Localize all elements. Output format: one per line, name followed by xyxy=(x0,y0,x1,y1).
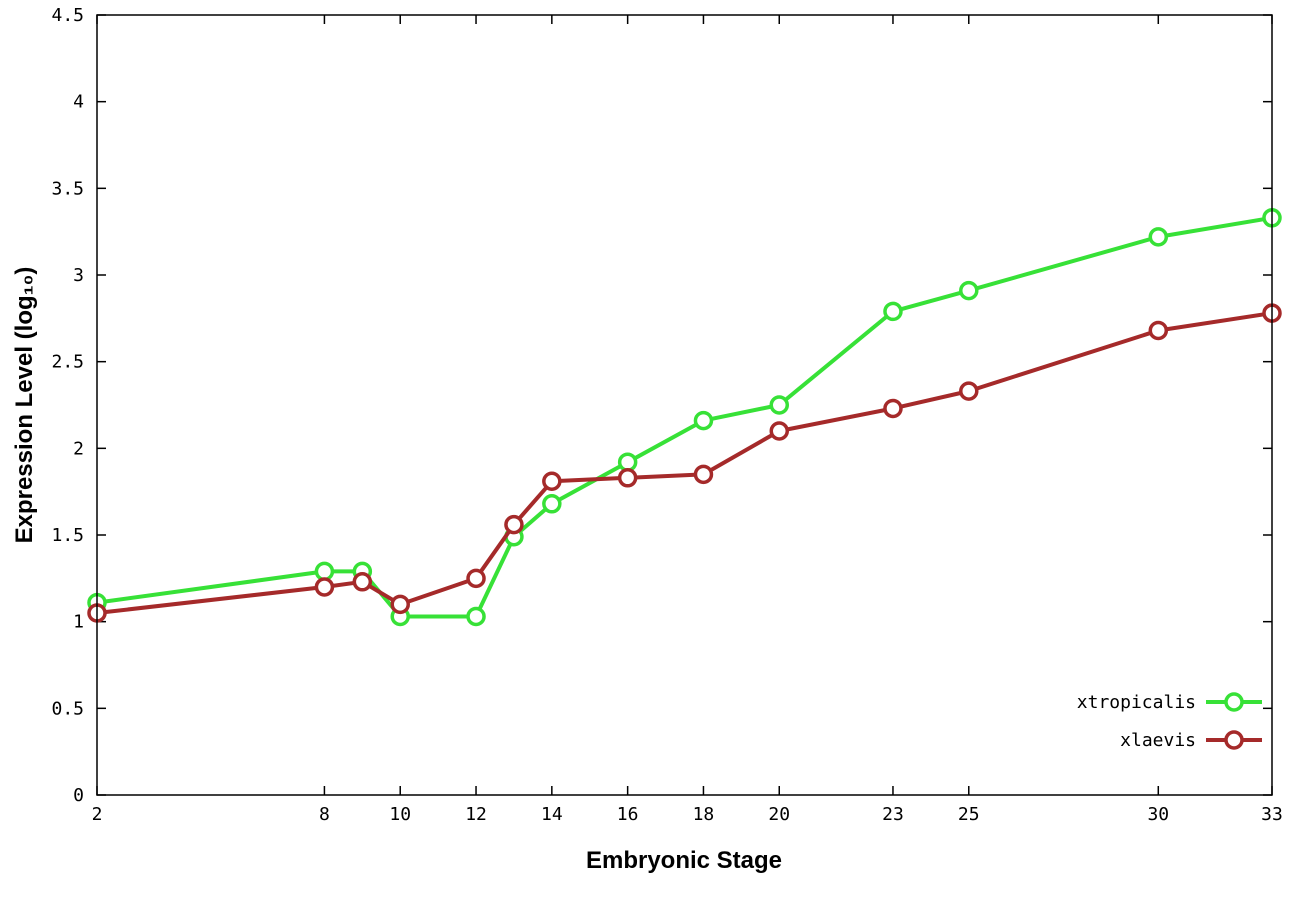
x-tick-label: 14 xyxy=(541,804,563,825)
x-tick-label: 20 xyxy=(768,804,790,825)
data-point-xlaevis xyxy=(466,568,486,589)
plot-frame xyxy=(96,14,1273,796)
y-tick-label: 0 xyxy=(73,785,84,806)
plot-border xyxy=(96,14,1273,796)
y-tick-label: 1 xyxy=(73,612,84,633)
legend-label-xtropicalis: xtropicalis xyxy=(1077,692,1196,713)
x-tick-label: 10 xyxy=(389,804,411,825)
series-xlaevis xyxy=(87,303,1282,623)
x-tick-label: 8 xyxy=(319,804,330,825)
x-tick-label: 33 xyxy=(1261,804,1283,825)
data-point-xlaevis xyxy=(314,577,335,597)
data-point-xlaevis xyxy=(352,572,373,592)
data-point-xtropicalis xyxy=(769,395,790,415)
data-point-xlaevis xyxy=(617,468,638,488)
x-tick-label: 16 xyxy=(617,804,639,825)
legend-item-xtropicalis: xtropicalis xyxy=(1077,692,1262,713)
y-tick-label: 3 xyxy=(73,265,84,286)
x-tick-label: 18 xyxy=(693,804,715,825)
legend-marker-sample xyxy=(1224,730,1244,750)
y-tick-label: 2.5 xyxy=(51,352,84,373)
data-point-xlaevis xyxy=(883,398,903,419)
data-point-xtropicalis xyxy=(1148,227,1169,247)
y-tick-label: 0.5 xyxy=(51,698,84,719)
data-point-xlaevis xyxy=(959,381,979,401)
data-point-xtropicalis xyxy=(314,561,335,582)
data-series-layer xyxy=(87,208,1282,627)
data-point-xtropicalis xyxy=(883,301,903,322)
x-tick-label: 2 xyxy=(92,804,103,825)
legend: xtropicalis xlaevis xyxy=(1077,692,1262,751)
data-point-xtropicalis xyxy=(542,494,562,514)
legend-label-xlaevis: xlaevis xyxy=(1120,730,1196,751)
series-line-xtropicalis xyxy=(95,215,1274,619)
data-point-xlaevis xyxy=(542,471,562,492)
y-axis-label: Expression Level (log₁₀) xyxy=(11,267,38,544)
data-point-xlaevis xyxy=(769,421,790,441)
x-tick-label: 25 xyxy=(958,804,980,825)
data-point-xlaevis xyxy=(1148,320,1169,341)
legend-item-xlaevis: xlaevis xyxy=(1120,730,1262,751)
data-point-xlaevis xyxy=(504,514,524,535)
axes-ticks: 2 8 10 12 14 16 18 20 23 25 30 33 0 0.5 1 1.5 2 2.5 3 3.5 4 4… xyxy=(51,5,1282,825)
data-point-xtropicalis xyxy=(617,452,638,472)
x-tick-label: 23 xyxy=(882,804,904,825)
y-tick-label: 2 xyxy=(73,438,84,459)
data-point-xlaevis xyxy=(693,464,714,485)
y-tick-label: 3.5 xyxy=(51,178,84,199)
legend-marker-sample xyxy=(1224,692,1244,712)
x-tick-label: 12 xyxy=(465,804,487,825)
y-tick-label: 4 xyxy=(73,92,84,113)
data-point-xlaevis xyxy=(390,594,410,615)
y-tick-label: 1.5 xyxy=(51,525,84,546)
data-point-xtropicalis xyxy=(466,606,486,627)
x-tick-label: 30 xyxy=(1147,804,1169,825)
y-tick-label: 4.5 xyxy=(51,5,84,26)
x-axis-label: Embryonic Stage xyxy=(586,847,782,874)
series-line-xlaevis xyxy=(95,311,1274,615)
data-point-xtropicalis xyxy=(693,410,714,431)
data-point-xtropicalis xyxy=(959,280,979,301)
series-xtropicalis xyxy=(87,208,1282,627)
